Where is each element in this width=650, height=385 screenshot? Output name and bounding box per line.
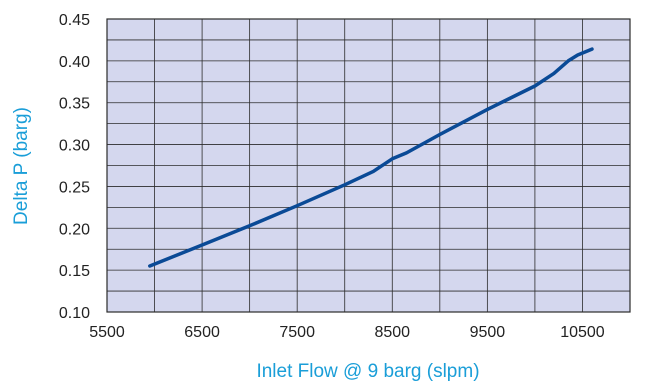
y-tick-label: 0.20 [59,221,90,238]
y-tick-label: 0.25 [59,179,90,196]
x-tick-label: 10500 [560,324,605,341]
series-line [148,47,594,268]
y-tick-label: 0.10 [59,305,90,322]
y-tick-label: 0.15 [59,263,90,280]
tick-labels: 5500 6500 7500 8500 9500 10500 0.10 0.15 0.20 0.2… [59,12,605,341]
y-tick-label: 0.45 [59,12,90,29]
plot-border [106,18,631,313]
x-tick-label: 8500 [374,324,410,341]
x-axis-title: Inlet Flow @ 9 barg (slpm) [256,361,479,382]
y-axis-title: Delta P (barg) [11,107,32,225]
x-tick-label: 9500 [470,324,506,341]
grid-lines [106,18,631,313]
y-tick-label: 0.30 [59,138,90,155]
x-tick-label: 6500 [184,324,220,341]
data-series [148,47,594,268]
x-tick-label: 5500 [89,324,125,341]
y-tick-label: 0.35 [59,96,90,113]
x-tick-label: 7500 [279,324,315,341]
y-tick-label: 0.40 [59,54,90,71]
